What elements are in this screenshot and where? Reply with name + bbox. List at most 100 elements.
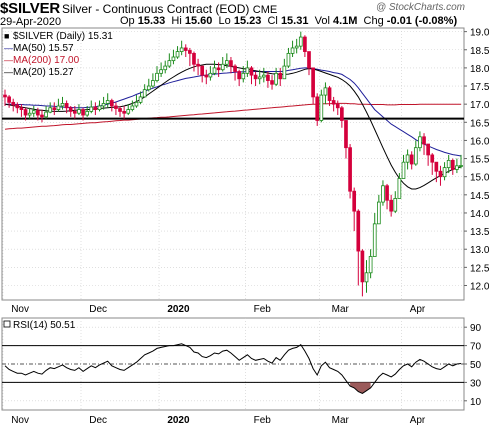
rsi-x-label: 2020: [167, 415, 190, 426]
rsi-x-label: Apr: [410, 415, 426, 426]
candle-body: [81, 109, 85, 116]
volume-value: 4.1M: [332, 15, 358, 27]
candle-body: [303, 36, 307, 52]
chart-description: Silver - Continuous Contract (EOD) CME: [62, 2, 277, 16]
candle-body: [68, 107, 73, 112]
candle-body: [446, 159, 451, 169]
candle-body: [352, 190, 357, 212]
candle-body: [85, 111, 90, 116]
price-tick-label: 14.0: [470, 209, 490, 220]
candle-body: [376, 201, 381, 225]
candle-body: [31, 110, 36, 114]
candle-body: [356, 210, 361, 252]
close-value: 15.31: [280, 15, 309, 27]
candle-body: [142, 89, 147, 98]
candle-body: [109, 100, 114, 107]
candle-body: [266, 74, 270, 81]
candle-body: [278, 72, 283, 80]
candle-body: [200, 65, 205, 76]
price-x-label: Mar: [332, 304, 350, 315]
price-tick-label: 16.5: [470, 118, 490, 129]
price-tick-label: 18.0: [470, 64, 490, 75]
legend-entry: $SILVER (Daily) 15.31: [13, 31, 113, 42]
candle-body: [282, 65, 287, 80]
candle-body: [52, 107, 57, 111]
candle-body: [311, 67, 315, 98]
candle-body: [405, 154, 410, 163]
rsi-line: [4, 343, 462, 394]
open-label: Op: [120, 15, 135, 27]
candle-body: [192, 52, 196, 65]
candle-body: [19, 107, 24, 111]
candle-body: [368, 256, 373, 274]
rsi-grid: [1, 317, 465, 411]
high-value: 15.60: [184, 15, 213, 27]
candle-body: [381, 185, 385, 203]
candle-body: [60, 103, 65, 107]
candle-body: [426, 143, 430, 156]
candle-body: [11, 101, 16, 106]
legend-entry: MA(200) 17.00: [13, 55, 80, 66]
rsi-tick-label: 70: [470, 342, 482, 353]
candle-body: [48, 107, 53, 113]
symbol-title: $SILVER: [0, 0, 61, 17]
candle-body: [418, 136, 422, 149]
candle-body: [348, 147, 352, 192]
candle-body: [146, 85, 151, 91]
candle-body: [372, 223, 377, 257]
rsi-series: [4, 343, 462, 394]
candle-body: [134, 101, 139, 107]
price-tick-label: 19.0: [470, 28, 490, 39]
candle-body: [335, 103, 340, 109]
price-x-label: Dec: [89, 304, 107, 315]
price-tick-label: 12.5: [470, 263, 490, 274]
candle-body: [44, 111, 48, 118]
price-tick-label: 15.0: [470, 173, 490, 184]
candle-body: [233, 65, 237, 72]
candle-body: [319, 94, 324, 121]
candle-body: [323, 87, 328, 96]
candle-body: [327, 87, 332, 101]
rsi-tick-label: 50: [470, 360, 482, 371]
rsi-legend-marker: [3, 320, 11, 328]
candle-body: [393, 198, 398, 212]
candle-body: [36, 110, 40, 116]
rsi-tick-label: 10: [470, 397, 482, 408]
price-tick-label: 17.0: [470, 100, 490, 111]
candle-body: [257, 76, 262, 80]
price-tick-label: 14.5: [470, 191, 490, 202]
candle-body: [101, 103, 106, 107]
candle-body: [249, 67, 254, 76]
price-x-label: Nov: [11, 304, 29, 315]
close-label: Cl: [267, 15, 278, 27]
rsi-x-label: Mar: [332, 415, 350, 426]
candle-body: [122, 111, 126, 114]
candle-body: [73, 111, 77, 114]
candle-body: [307, 51, 311, 69]
candle-body: [89, 106, 94, 112]
candle-body: [397, 178, 402, 199]
price-tick-label: 18.5: [470, 46, 490, 57]
candle-body: [344, 120, 348, 149]
price-series: [2, 31, 464, 297]
candle-body: [15, 104, 20, 109]
candle-body: [290, 47, 295, 54]
candle-body: [401, 161, 406, 179]
ma20-line: [4, 63, 462, 190]
candle-body: [93, 106, 98, 110]
candle-body: [364, 272, 369, 283]
candle-body: [7, 96, 11, 103]
candle-body: [77, 109, 81, 114]
copyright-text: @ StockCharts.com: [375, 2, 465, 13]
candle-body: [385, 185, 389, 201]
price-tick-label: 16.0: [470, 136, 490, 147]
candle-body: [340, 107, 344, 121]
candle-body: [183, 47, 188, 51]
legend: ■ $SILVER (Daily) 15.31— MA(50) 15.57— MA(2…: [4, 31, 113, 78]
ma200-line: [4, 102, 461, 130]
candle-body: [270, 80, 274, 85]
legend-marker: ■: [4, 31, 9, 41]
candle-body: [105, 100, 110, 104]
candle-body: [179, 47, 184, 52]
